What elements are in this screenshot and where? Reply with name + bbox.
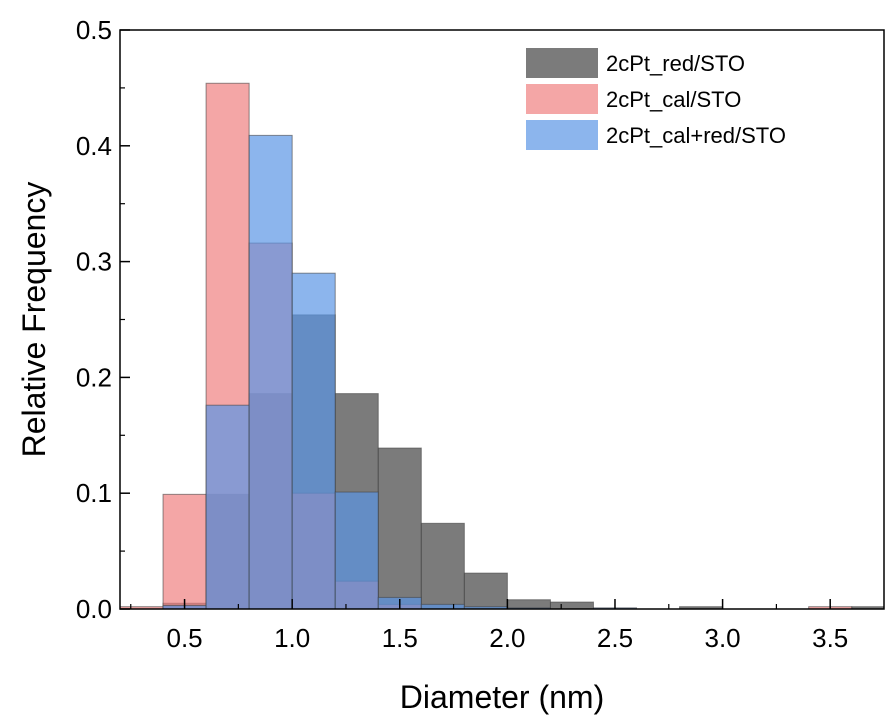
y-tick-label: 0.2 <box>76 362 112 392</box>
x-tick-label: 1.0 <box>274 623 310 653</box>
legend-swatch <box>526 48 598 78</box>
bar-series-0 <box>463 572 508 610</box>
bar-series-2 <box>291 272 336 610</box>
x-axis-title: Diameter (nm) <box>400 679 604 715</box>
y-tick-label: 0.1 <box>76 478 112 508</box>
y-tick-label: 0.5 <box>76 15 112 45</box>
bar-series-2 <box>248 134 293 610</box>
bar-series-0 <box>420 522 465 610</box>
x-tick-label: 2.5 <box>597 623 633 653</box>
legend-swatch <box>526 120 598 150</box>
bar-series-2 <box>334 491 379 610</box>
x-tick-label: 3.5 <box>812 623 848 653</box>
bar-series-0 <box>549 601 594 610</box>
legend-label: 2cPt_cal+red/STO <box>606 123 786 148</box>
y-tick-label: 0.0 <box>76 594 112 624</box>
legend: 2cPt_red/STO 2cPt_cal/STO 2cPt_cal+red/STO <box>526 48 786 150</box>
bar-series-0 <box>377 447 422 610</box>
x-tick-label: 2.0 <box>489 623 525 653</box>
bar-series-2 <box>205 404 250 610</box>
legend-label: 2cPt_cal/STO <box>606 87 741 112</box>
y-tick-label: 0.4 <box>76 131 112 161</box>
x-tick-label: 1.5 <box>382 623 418 653</box>
legend-label: 2cPt_red/STO <box>606 51 745 76</box>
x-tick-label: 0.5 <box>166 623 202 653</box>
y-tick-label: 0.3 <box>76 247 112 277</box>
legend-swatch <box>526 84 598 114</box>
x-tick-label: 3.0 <box>705 623 741 653</box>
bars-layer <box>119 82 885 610</box>
y-axis-title: Relative Frequency <box>16 182 52 458</box>
bar-series-1 <box>162 493 207 610</box>
axes-layer: 0.5 1.0 1.5 2.0 2.5 3.0 3.5 0.0 0.1 0.2 0.3 0.4 0.5 <box>76 15 848 653</box>
